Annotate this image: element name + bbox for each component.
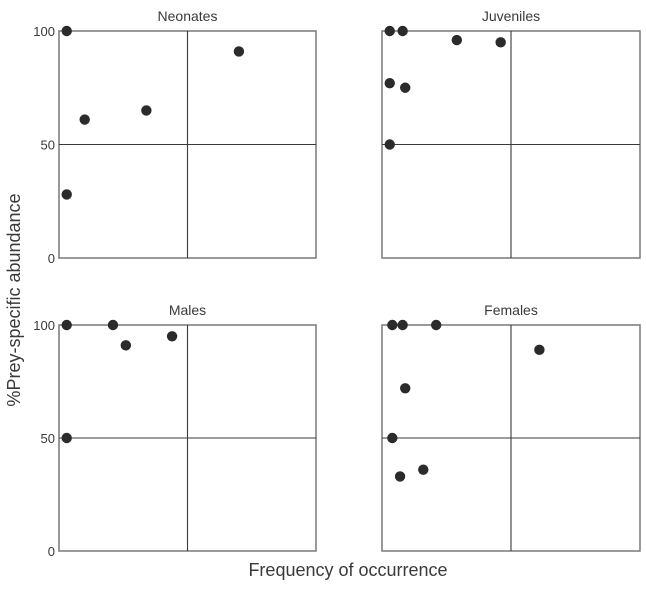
panel-juveniles: Juveniles: [381, 8, 641, 259]
y-tick-label: 0: [48, 544, 55, 559]
panel-females: Females: [381, 302, 641, 552]
data-point: [384, 78, 395, 89]
y-axis-title: %Prey-specific abundance: [4, 193, 24, 406]
data-point: [534, 344, 545, 356]
panels-group: Neonates 0 50 100 Juveniles Males 0 50 100 Female…: [33, 8, 641, 559]
data-point: [166, 331, 178, 342]
data-point: [397, 319, 408, 331]
y-tick-label: 100: [33, 24, 55, 39]
data-point: [387, 319, 398, 331]
data-point: [418, 464, 429, 475]
data-point: [61, 189, 72, 200]
data-point: [394, 471, 406, 482]
data-point: [141, 105, 152, 116]
data-point: [233, 46, 245, 57]
panel-males: Males 0 50 100: [33, 302, 317, 559]
data-point: [400, 383, 411, 394]
x-axis-title: Frequency of occurrence: [248, 560, 447, 580]
data-point: [61, 432, 72, 444]
data-point: [387, 432, 398, 444]
panel-neonates: Neonates 0 50 100: [33, 8, 317, 266]
data-point: [451, 34, 463, 46]
data-point: [397, 25, 408, 37]
data-point: [120, 340, 132, 351]
data-point: [384, 139, 395, 150]
data-point: [61, 319, 72, 331]
panel-title-males: Males: [169, 302, 206, 318]
data-point: [400, 82, 411, 93]
y-tick-label: 50: [41, 138, 55, 153]
data-point: [61, 25, 72, 37]
panel-title-juveniles: Juveniles: [482, 8, 540, 24]
data-point: [384, 25, 395, 37]
panel-title-females: Females: [484, 302, 538, 318]
panel-title-neonates: Neonates: [158, 8, 218, 24]
y-tick-label: 50: [41, 431, 55, 446]
y-tick-label: 0: [48, 251, 55, 266]
data-point: [430, 319, 442, 331]
data-point: [107, 319, 119, 331]
data-point: [79, 114, 90, 125]
y-tick-label: 100: [33, 318, 55, 333]
data-point: [495, 37, 506, 48]
